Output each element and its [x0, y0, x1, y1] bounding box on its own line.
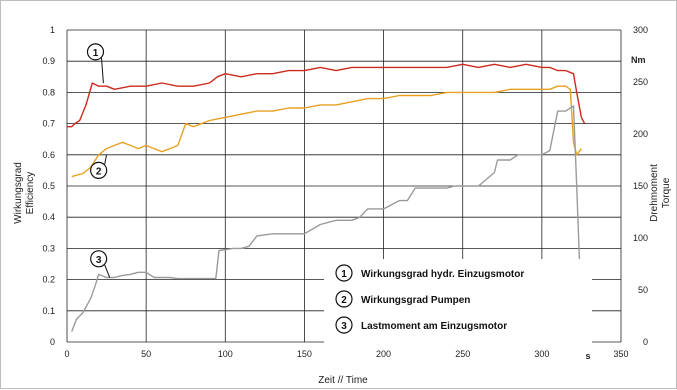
y-left-tick-label: 0 — [50, 337, 55, 347]
y-left-tick-label: 0.5 — [42, 181, 55, 191]
x-axis-label: Zeit // Time — [318, 375, 368, 386]
legend-item-3: 3 Lastmoment am Einzugsmotor — [335, 316, 507, 334]
y-right-axis-label: Drehmoment Torque — [649, 164, 672, 222]
y-left-tick-label: 1 — [50, 25, 55, 35]
x-tick-label: 350 — [613, 349, 628, 359]
series-line-3 — [71, 105, 583, 332]
x-tick-label: 250 — [455, 349, 470, 359]
legend-number-circle-3 — [335, 316, 353, 334]
grid-lines — [66, 29, 622, 343]
y-left-tick-label: 0.6 — [42, 150, 55, 160]
y-left-tick-label: 0.4 — [42, 212, 55, 222]
legend-number-1: 1 — [341, 269, 347, 280]
y-left-axis-label-line2: Efficiency — [25, 172, 36, 215]
y-left-tick-label: 0.8 — [42, 87, 55, 97]
y-right-axis-label-line2: Torque — [661, 177, 672, 208]
callout-circle-3 — [90, 250, 108, 268]
y-right-tick-label: 0 — [643, 337, 648, 347]
legend-label-3: Lastmoment am Einzugsmotor — [361, 321, 507, 332]
y-left-tick-label: 0.3 — [42, 243, 55, 253]
callout-leader-3 — [104, 264, 111, 278]
callout-number-2: 2 — [96, 166, 102, 177]
callout-leader-1 — [100, 57, 104, 84]
series-layer — [67, 63, 586, 332]
y-left-tick-label: 0.1 — [42, 306, 55, 316]
legend-box — [324, 259, 592, 343]
legend-number-2: 2 — [341, 295, 347, 306]
legend-label-1: Wirkungsgrad hydr. Einzugsmotor — [361, 269, 524, 280]
y-right-tick-label: 50 — [638, 285, 648, 295]
callout-circle-1 — [86, 43, 105, 61]
y-left-axis-label: Wirkungsgrad Efficiency — [13, 162, 36, 224]
y-left-tick-label: 0.2 — [42, 275, 55, 285]
legend-number-circle-1 — [335, 264, 353, 282]
x-tick-label: 0 — [64, 349, 69, 359]
x-tick-label: 50 — [141, 349, 151, 359]
x-tick-label: 200 — [376, 349, 391, 359]
x-tick-label: 150 — [297, 349, 312, 359]
callout-number-1: 1 — [93, 48, 99, 59]
y-right-tick-label: 300 — [633, 25, 648, 35]
callout-leader-2 — [104, 154, 108, 165]
x-tick-label: 100 — [218, 349, 233, 359]
legend-item-2: 2 Wirkungsgrad Pumpen — [335, 290, 470, 308]
y-left-tick-label: 0.7 — [42, 119, 55, 129]
x-unit-marker: s — [585, 351, 590, 361]
x-tick-label: 300 — [534, 349, 549, 359]
y-right-axis-label-line1: Drehmoment — [649, 164, 660, 222]
y-right-tick-label: 200 — [633, 129, 648, 139]
y-left-tick-label: 0.9 — [42, 56, 55, 66]
tick-labels: 00.10.20.30.40.50.60.70.80.910 50 100 150 20… — [42, 25, 648, 359]
legend-number-3: 3 — [341, 321, 347, 332]
legend-item-1: 1 Wirkungsgrad hydr. Einzugsmotor — [335, 264, 524, 282]
y-right-tick-label: 100 — [633, 233, 648, 243]
series-line-2 — [71, 85, 582, 178]
callout-circle-2 — [90, 161, 108, 179]
legend: 1 Wirkungsgrad hydr. Einzugsmotor 2 Wirk… — [324, 259, 592, 343]
right-unit-label: Nm — [631, 55, 646, 65]
series-callouts: 1 2 3 — [86, 43, 111, 278]
y-right-tick-label: 150 — [633, 181, 648, 191]
y-right-tick-label: 250 — [633, 77, 648, 87]
callout-number-3: 3 — [96, 255, 102, 266]
legend-number-circle-2 — [335, 290, 353, 308]
y-left-axis-label-line1: Wirkungsgrad — [13, 162, 24, 224]
series-line-1 — [67, 63, 586, 128]
legend-label-2: Wirkungsgrad Pumpen — [361, 295, 470, 306]
